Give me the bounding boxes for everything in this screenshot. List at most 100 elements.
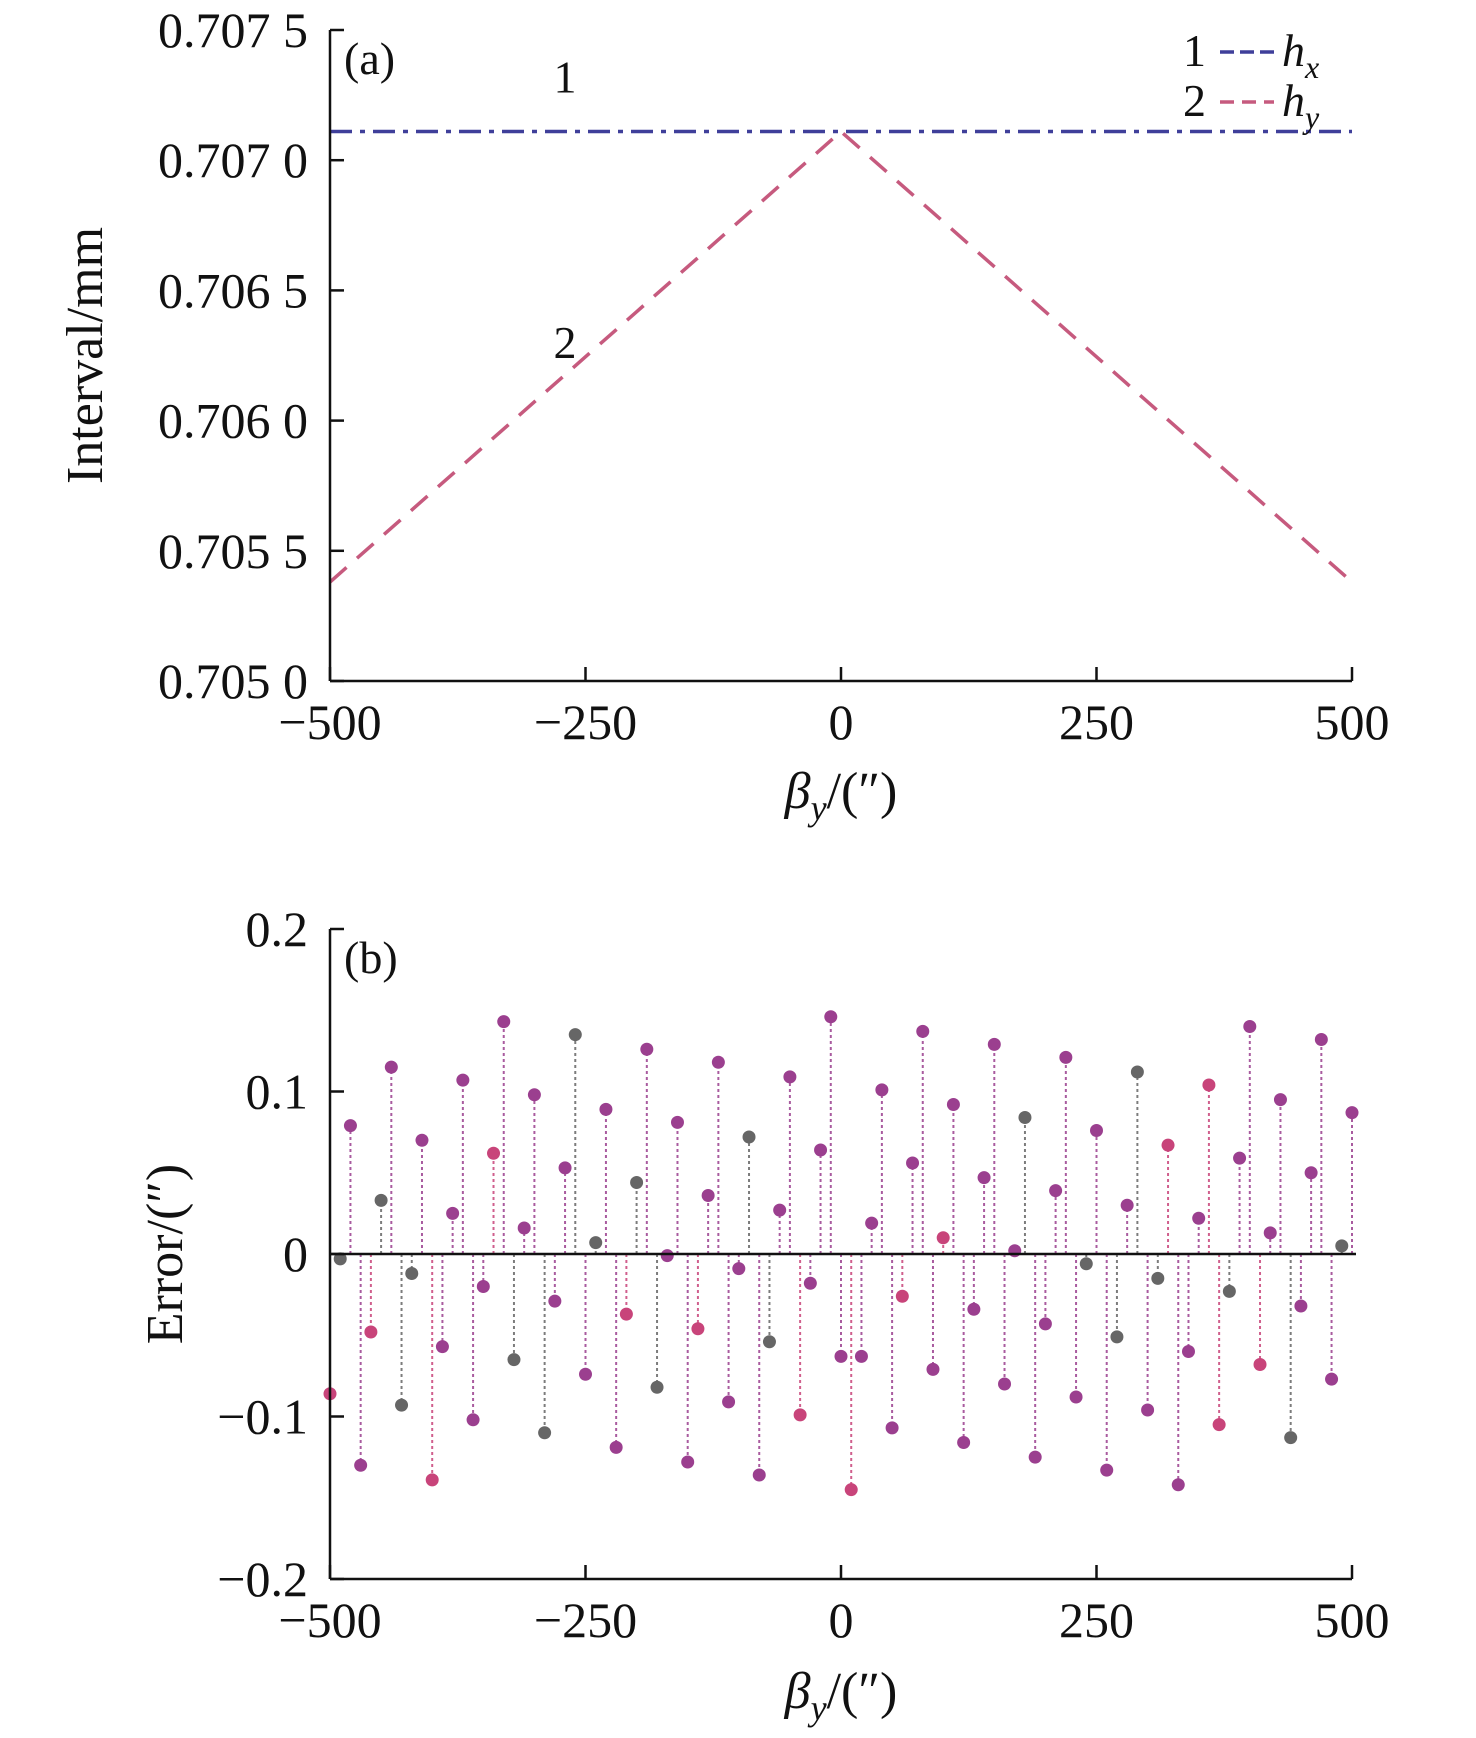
x-tick-label: −250 bbox=[534, 694, 637, 750]
error-point bbox=[1130, 1065, 1144, 1079]
error-point bbox=[1335, 1239, 1349, 1253]
y-tick-label: 0 bbox=[283, 1226, 308, 1282]
error-point bbox=[619, 1307, 633, 1321]
error-point bbox=[1284, 1431, 1298, 1445]
error-point bbox=[354, 1458, 368, 1472]
error-point bbox=[446, 1206, 460, 1220]
error-point bbox=[1049, 1184, 1063, 1198]
panel-b-points bbox=[323, 1010, 1359, 1497]
error-point bbox=[333, 1252, 347, 1266]
error-point bbox=[548, 1294, 562, 1308]
error-point bbox=[681, 1455, 695, 1469]
error-point bbox=[364, 1325, 378, 1339]
legend-subscript: x bbox=[1304, 49, 1319, 85]
y-tick-label: 0.705 0 bbox=[158, 653, 308, 709]
error-point bbox=[967, 1302, 981, 1316]
error-point bbox=[1028, 1450, 1042, 1464]
error-point bbox=[415, 1133, 429, 1147]
error-point bbox=[1294, 1299, 1308, 1313]
error-point bbox=[487, 1146, 501, 1160]
error-point bbox=[762, 1335, 776, 1349]
error-point bbox=[425, 1473, 439, 1487]
error-point bbox=[701, 1189, 715, 1202]
error-point bbox=[579, 1367, 592, 1381]
axis-title-unit: /(″) bbox=[827, 1663, 898, 1720]
error-point bbox=[405, 1267, 419, 1280]
y-tick-label: 0.1 bbox=[246, 1064, 309, 1120]
error-point bbox=[1273, 1093, 1287, 1107]
error-point bbox=[977, 1171, 991, 1185]
error-point bbox=[1059, 1050, 1073, 1064]
panel-b-stems bbox=[329, 1016, 1353, 1490]
error-point bbox=[1161, 1138, 1175, 1152]
legend-subscript: y bbox=[1302, 99, 1320, 135]
y-tick-label: −0.2 bbox=[217, 1551, 308, 1607]
error-point bbox=[466, 1413, 480, 1427]
error-point bbox=[803, 1276, 817, 1290]
panel-b-axes: −500 −250 0 250 500 −0.2 −0.1 0 0.1 0.2 bbox=[217, 901, 1389, 1648]
error-point bbox=[742, 1130, 756, 1144]
y-tick-label: 0.2 bbox=[246, 901, 309, 957]
error-point bbox=[722, 1395, 736, 1409]
error-point bbox=[987, 1037, 1001, 1051]
legend-symbol: h bbox=[1282, 75, 1305, 126]
error-point bbox=[343, 1119, 357, 1133]
panel-b-x-axis-title: βy/(″) bbox=[784, 1663, 898, 1728]
error-point bbox=[517, 1221, 531, 1235]
x-tick-label: 0 bbox=[829, 1592, 854, 1648]
panel-a-legend: 1 hx 2 hy bbox=[1183, 25, 1320, 135]
x-tick-label: 250 bbox=[1059, 694, 1134, 750]
axis-title-symbol: β bbox=[784, 763, 811, 820]
error-point bbox=[1110, 1330, 1124, 1344]
series-line-hy bbox=[328, 129, 1354, 584]
axis-title-symbol: β bbox=[784, 1663, 811, 1720]
panel-a-axes: −500 −250 0 250 500 0.705 0 0.705 5 0.706 0 0.70… bbox=[158, 2, 1390, 750]
error-point bbox=[630, 1176, 644, 1189]
error-point bbox=[395, 1398, 409, 1412]
panel-b-y-axis-title: Error/(″) bbox=[137, 1164, 194, 1344]
error-point bbox=[1212, 1418, 1226, 1432]
error-point bbox=[732, 1262, 746, 1276]
error-point bbox=[1181, 1345, 1195, 1358]
y-tick-label: −0.1 bbox=[217, 1389, 308, 1445]
error-point bbox=[1120, 1198, 1134, 1212]
error-point bbox=[834, 1349, 848, 1363]
error-point bbox=[773, 1203, 787, 1217]
error-point bbox=[1263, 1226, 1277, 1240]
error-point bbox=[865, 1216, 879, 1230]
error-point bbox=[609, 1440, 623, 1454]
error-point bbox=[1171, 1478, 1185, 1492]
error-point bbox=[691, 1322, 705, 1336]
y-tick-label: 0.706 0 bbox=[158, 393, 308, 449]
error-point bbox=[844, 1483, 858, 1497]
error-point bbox=[384, 1060, 398, 1074]
error-point bbox=[589, 1236, 603, 1250]
error-point bbox=[998, 1377, 1012, 1391]
panel-a-x-axis-title: βy/(″) bbox=[784, 763, 898, 828]
error-point bbox=[568, 1028, 582, 1042]
legend-label: hx bbox=[1282, 25, 1319, 85]
curve-number-label: 1 bbox=[554, 51, 577, 102]
legend-number: 1 bbox=[1183, 25, 1206, 76]
error-point bbox=[1079, 1257, 1093, 1271]
error-point bbox=[599, 1102, 613, 1116]
legend-item-hy: 2 hy bbox=[1183, 75, 1320, 135]
error-point bbox=[906, 1156, 920, 1170]
x-tick-label: 250 bbox=[1059, 1592, 1134, 1648]
x-tick-label: −500 bbox=[278, 694, 381, 750]
error-point bbox=[1233, 1151, 1247, 1165]
panel-a-y-axis-title: Interval/mm bbox=[57, 227, 114, 484]
error-point bbox=[895, 1289, 909, 1303]
error-point bbox=[456, 1073, 470, 1087]
x-tick-label: −250 bbox=[534, 1592, 637, 1648]
y-tick-label: 0.707 5 bbox=[158, 2, 308, 58]
axis-title-unit: /(″) bbox=[827, 763, 898, 820]
panel-b-error-chart: −500 −250 0 250 500 −0.2 −0.1 0 0.1 0.2 (b) Error… bbox=[137, 901, 1390, 1728]
error-point bbox=[476, 1280, 490, 1293]
error-point bbox=[1008, 1244, 1022, 1258]
panel-b-label: (b) bbox=[344, 932, 398, 983]
error-point bbox=[670, 1115, 684, 1129]
error-point bbox=[1325, 1372, 1339, 1386]
error-point bbox=[1018, 1111, 1032, 1124]
